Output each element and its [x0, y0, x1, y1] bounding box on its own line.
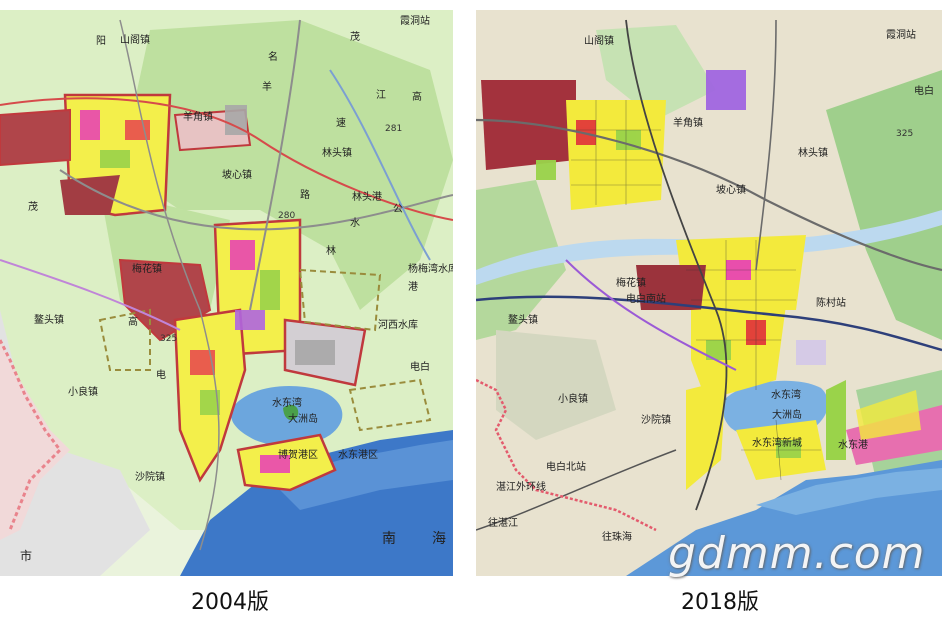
label-yang2: 羊 — [262, 80, 272, 93]
label-aotou-2018: 鳌头镇 — [508, 313, 538, 326]
road-280: 280 — [278, 211, 295, 221]
label-gong: 公 — [393, 204, 403, 215]
label-chencun: 陈村站 — [816, 296, 846, 309]
label-yangmeiwan: 杨梅湾水库 — [408, 262, 453, 275]
label-shi: 市 — [20, 548, 32, 563]
label-dazhou: 大洲岛 — [288, 412, 318, 425]
label-xincheng: 水东湾新城 — [752, 436, 802, 449]
road-325-2018: 325 — [896, 129, 913, 139]
label-yang: 阳 — [96, 35, 106, 47]
label-shayuan-2018: 沙院镇 — [641, 413, 671, 426]
label-gang: 港 — [408, 281, 418, 293]
map-2018: 山阁镇 霞洞站 羊角镇 林头镇 坡心镇 梅花镇 电白南站 鳌头镇 陈村站 小良镇… — [476, 10, 942, 576]
label-shayuan: 沙院镇 — [135, 470, 165, 483]
label-shuidonggang: 水东港区 — [338, 448, 378, 461]
label-wangzhanjiang: 往湛江 — [488, 516, 518, 529]
label-yangjiao-2018: 羊角镇 — [673, 116, 703, 129]
road-325: 325 — [160, 334, 177, 344]
label-ming: 名 — [268, 50, 278, 63]
label-xiaoliang: 小良镇 — [68, 385, 98, 398]
label-zhanjiangwaihuan: 湛江外环线 — [496, 480, 546, 493]
label-hai: 海 — [432, 531, 446, 547]
label-poxin: 坡心镇 — [222, 168, 252, 181]
label-shui: 水 — [350, 217, 360, 229]
label-lintougang: 林头港 — [352, 190, 382, 203]
map-2004: 山阁镇 霞洞站 羊角镇 林头镇 坡心镇 林头港 杨梅湾水库 梅花镇 鳌头镇 河西… — [0, 10, 453, 576]
label-dianbaibei: 电白北站 — [546, 460, 586, 473]
label-lu: 路 — [300, 188, 310, 201]
label-shange: 山阁镇 — [120, 33, 150, 46]
map-2004-labels: 山阁镇 霞洞站 羊角镇 林头镇 坡心镇 林头港 杨梅湾水库 梅花镇 鳌头镇 河西… — [20, 14, 453, 563]
label-nan: 南 — [382, 531, 396, 547]
label-mao2: 茂 — [28, 200, 38, 213]
label-gao2: 高 — [128, 315, 138, 328]
label-mao: 茂 — [350, 30, 360, 43]
map-2018-panel: 山阁镇 霞洞站 羊角镇 林头镇 坡心镇 梅花镇 电白南站 鳌头镇 陈村站 小良镇… — [476, 10, 942, 576]
label-shuidongwan-2018: 水东湾 — [771, 388, 801, 401]
label-su: 速 — [336, 117, 346, 129]
label-dianbai: 电白 — [410, 360, 430, 373]
map-2018-labels: 山阁镇 霞洞站 羊角镇 林头镇 坡心镇 梅花镇 电白南站 鳌头镇 陈村站 小良镇… — [488, 28, 934, 543]
label-lin: 林 — [326, 244, 336, 257]
label-dianbai-2018: 电白 — [914, 84, 934, 97]
label-yangjiao: 羊角镇 — [183, 110, 213, 123]
label-gao: 高 — [412, 90, 422, 103]
label-jiang: 江 — [376, 89, 386, 101]
label-lintou: 林头镇 — [322, 146, 352, 159]
label-shuidongwan: 水东湾 — [272, 396, 302, 409]
label-poxin-2018: 坡心镇 — [716, 183, 746, 196]
caption-2004: 2004版 — [191, 590, 269, 615]
watermark: gdmm.com — [668, 528, 926, 579]
map-2004-panel: 山阁镇 霞洞站 羊角镇 林头镇 坡心镇 林头港 杨梅湾水库 梅花镇 鳌头镇 河西… — [0, 10, 453, 576]
label-meihua-2018: 梅花镇 — [616, 276, 646, 289]
label-xiaoliang-2018: 小良镇 — [558, 392, 588, 405]
caption-2018: 2018版 — [681, 590, 759, 615]
label-wangzhuhai: 往珠海 — [602, 530, 632, 543]
label-dianbainan: 电白南站 — [626, 292, 666, 305]
road-281: 281 — [385, 124, 402, 134]
label-bohe: 博贺港区 — [278, 448, 318, 461]
label-hexi: 河西水库 — [378, 318, 418, 331]
label-xiadong: 霞洞站 — [400, 14, 430, 27]
label-shuidonggang-2018: 水东港 — [838, 438, 868, 451]
label-aotou: 鳌头镇 — [34, 313, 64, 326]
label-dian: 电 — [156, 368, 166, 381]
label-meihua: 梅花镇 — [132, 262, 162, 275]
label-lintou-2018: 林头镇 — [798, 146, 828, 159]
label-dazhou-2018: 大洲岛 — [772, 408, 802, 421]
label-xiadong-2018: 霞洞站 — [886, 28, 916, 41]
label-shange-2018: 山阁镇 — [584, 34, 614, 47]
